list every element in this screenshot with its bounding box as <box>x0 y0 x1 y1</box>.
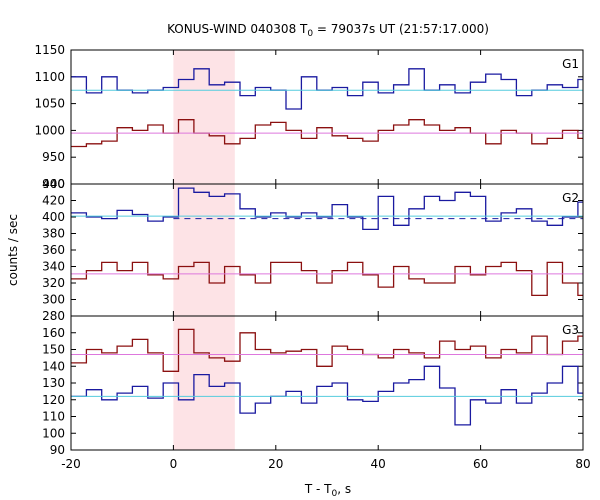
shaded-interval <box>173 50 235 450</box>
y-tick-label: 140 <box>42 359 65 373</box>
y-tick-label: 950 <box>42 150 65 164</box>
chart-title: KONUS-WIND 040308 T0 = 79037s UT (21:57:… <box>167 22 489 39</box>
y-tick-label: 130 <box>42 376 65 390</box>
panel-frame <box>70 315 584 451</box>
y-tick-label: 120 <box>42 393 65 407</box>
series-step-2 <box>71 261 583 297</box>
y-tick-label: 110 <box>42 410 65 424</box>
x-tick-label: 0 <box>170 457 178 471</box>
y-tick-label: 1100 <box>34 70 65 84</box>
y-tick-label: 900 <box>42 177 65 191</box>
panel-label: G2 <box>562 191 579 205</box>
y-tick-label: 320 <box>42 276 65 290</box>
x-tick-label: 20 <box>268 457 283 471</box>
y-tick-label: 1050 <box>34 97 65 111</box>
y-tick-label: 300 <box>42 293 65 307</box>
y-tick-label: 380 <box>42 227 65 241</box>
y-axis-label: counts / sec <box>6 214 20 286</box>
x-tick-label: 80 <box>575 457 590 471</box>
x-tick-label: -20 <box>61 457 81 471</box>
series-step-1 <box>71 68 583 110</box>
panel-label: G1 <box>562 57 579 71</box>
panel-frame <box>70 49 584 185</box>
y-tick-label: 160 <box>42 326 65 340</box>
x-tick-label: 40 <box>371 457 386 471</box>
y-tick-label: 280 <box>42 309 65 323</box>
y-tick-label: 150 <box>42 343 65 357</box>
series-step-1 <box>71 328 583 372</box>
x-axis-label: T - T0, s <box>304 482 351 499</box>
panel-g3: 90 100 110 120 130 140 150 160 G3 <box>42 315 584 457</box>
panel-g1: 900 950 1000 1050 1100 1150 G1 <box>34 43 584 191</box>
series-step-2 <box>71 365 583 426</box>
y-tick-label: 420 <box>42 194 65 208</box>
y-tick-label: 100 <box>42 426 65 440</box>
panel-g2: 280 300 320 340 360 380 400 420 440 G2 <box>42 177 584 323</box>
y-tick-label: 90 <box>50 443 65 457</box>
series-step-1 <box>71 187 583 231</box>
y-tick-label: 340 <box>42 260 65 274</box>
y-tick-label: 440 <box>42 177 65 191</box>
y-tick-label: 400 <box>42 210 65 224</box>
panel-label: G3 <box>562 323 579 337</box>
y-tick-label: 1150 <box>34 43 65 57</box>
x-tick-label: 60 <box>473 457 488 471</box>
y-tick-label: 360 <box>42 243 65 257</box>
y-tick-label: 1000 <box>34 123 65 137</box>
panel-frame <box>70 183 584 317</box>
